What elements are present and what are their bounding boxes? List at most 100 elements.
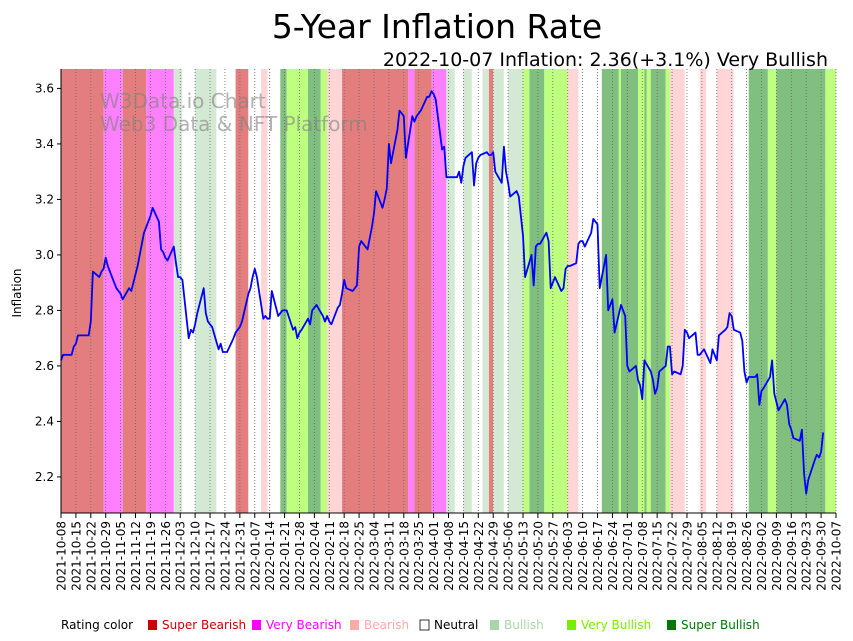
- y-tick-label: 2.2: [35, 470, 54, 484]
- band-bearish: [669, 69, 685, 513]
- legend-swatch: [567, 620, 576, 630]
- x-tick-label: 2022-06-10: [576, 521, 590, 591]
- x-tick-label: 2022-02-25: [353, 521, 367, 591]
- band-neutral: [182, 69, 196, 513]
- band-super-bullish: [776, 69, 826, 513]
- x-tick-label: 2021-12-17: [204, 521, 218, 591]
- watermark-line-2: Web3 Data & NFT Platform: [100, 112, 368, 136]
- legend-text: Very Bullish: [581, 618, 651, 632]
- x-tick-label: 2022-04-08: [442, 521, 456, 591]
- legend-swatch: [252, 620, 261, 630]
- band-very-bearish: [431, 69, 447, 513]
- legend-item-bullish: Bullish: [490, 618, 544, 632]
- x-tick-label: 2022-03-25: [412, 521, 426, 591]
- x-tick-label: 2022-02-04: [308, 521, 322, 591]
- band-very-bullish: [767, 69, 777, 513]
- x-tick-label: 2022-10-07: [830, 521, 844, 591]
- x-tick-label: 2022-02-11: [323, 521, 337, 591]
- chart-subtitle: 2022-10-07 Inflation: 2.36(+3.1%) Very B…: [383, 49, 828, 71]
- legend-item-very-bullish: Very Bullish: [567, 618, 651, 632]
- band-super-bullish: [644, 69, 647, 513]
- band-bullish: [463, 69, 472, 513]
- vertical-gridlines: [60, 69, 837, 513]
- x-tick-label: 2021-11-05: [114, 521, 128, 591]
- band-very-bearish: [408, 69, 415, 513]
- x-tick-label: 2022-05-20: [531, 521, 545, 591]
- band-bullish: [482, 69, 489, 513]
- band-bullish: [446, 69, 455, 513]
- band-super-bullish: [280, 69, 287, 513]
- x-tick-label: 2021-11-19: [144, 521, 158, 591]
- x-tick-label: 2022-06-03: [561, 521, 575, 591]
- y-axis-label: Inflation: [10, 268, 24, 317]
- x-tick-label: 2022-07-01: [621, 521, 635, 591]
- x-axis-ticks: 2021-10-08 2021-10-15 2021-10-22 2021-10-29…: [55, 513, 844, 591]
- band-very-bearish: [103, 69, 123, 513]
- y-tick-label: 2.6: [35, 359, 54, 373]
- x-tick-label: 2022-08-12: [710, 521, 724, 591]
- band-neutral: [733, 69, 749, 513]
- band-neutral: [216, 69, 236, 513]
- band-bullish: [493, 69, 504, 513]
- x-tick-label: 2022-05-13: [517, 521, 531, 591]
- x-tick-label: 2022-06-17: [591, 521, 605, 591]
- y-tick-label: 2.8: [35, 303, 54, 317]
- y-axis-ticks: 2.2 2.4 2.6 2.8 3.0 3.2 3.4 3.6: [35, 81, 61, 484]
- y-tick-label: 3.4: [35, 137, 54, 151]
- x-tick-label: 2022-09-16: [785, 521, 799, 591]
- x-tick-label: 2021-10-22: [84, 521, 98, 591]
- band-bearish: [716, 69, 734, 513]
- y-tick-label: 3.0: [35, 248, 54, 262]
- band-bearish: [699, 69, 707, 513]
- x-tick-label: 2022-01-14: [263, 521, 277, 591]
- x-tick-label: 2022-02-18: [338, 521, 352, 591]
- legend-text: Very Bearish: [266, 618, 342, 632]
- x-tick-label: 2022-07-15: [651, 521, 665, 591]
- series-line-inflation: [60, 90, 825, 495]
- band-very-bullish: [286, 69, 308, 513]
- y-tick-label: 2.4: [35, 414, 54, 428]
- x-tick-label: 2022-08-26: [740, 521, 754, 591]
- legend-swatch: [490, 620, 499, 630]
- x-tick-label: 2022-01-21: [278, 521, 292, 591]
- band-super-bullish: [748, 69, 768, 513]
- x-tick-label: 2022-05-06: [502, 521, 516, 591]
- x-tick-label: 2022-03-04: [367, 521, 381, 591]
- x-tick-label: 2021-11-12: [129, 521, 143, 591]
- band-bearish: [261, 69, 268, 513]
- x-tick-label: 2022-08-05: [695, 521, 709, 591]
- x-tick-label: 2022-05-27: [546, 521, 560, 591]
- band-super-bullish: [620, 69, 638, 513]
- legend-text: Super Bullish: [681, 618, 760, 632]
- legend-item-super-bearish: Super Bearish: [148, 618, 246, 632]
- x-tick-label: 2022-06-24: [606, 521, 620, 591]
- band-super-bullish: [529, 69, 545, 513]
- band-super-bullish: [650, 69, 666, 513]
- x-tick-label: 2021-12-31: [233, 521, 247, 591]
- x-tick-label: 2021-12-10: [189, 521, 203, 591]
- x-tick-label: 2021-10-08: [55, 521, 69, 591]
- band-super-bullish: [601, 69, 619, 513]
- x-tick-label: 2022-07-22: [666, 521, 680, 591]
- band-bearish: [567, 69, 579, 513]
- x-tick-label: 2021-12-24: [218, 521, 232, 591]
- x-tick-label: 2022-04-29: [487, 521, 501, 591]
- band-very-bullish: [665, 69, 670, 513]
- y-tick-label: 3.2: [35, 192, 54, 206]
- band-neutral: [684, 69, 700, 513]
- x-tick-label: 2022-01-28: [293, 521, 307, 591]
- x-tick-label: 2022-08-19: [725, 521, 739, 591]
- band-super-bearish: [235, 69, 249, 513]
- legend-swatch: [667, 620, 676, 630]
- x-tick-label: 2022-03-18: [397, 521, 411, 591]
- band-very-bullish: [320, 69, 328, 513]
- x-tick-label: 2021-10-15: [69, 521, 83, 591]
- legend-item-neutral: Neutral: [419, 618, 478, 632]
- legend-text: Bearish: [364, 618, 409, 632]
- legend-label: Rating color: [61, 618, 133, 632]
- legend-text: Bullish: [504, 618, 544, 632]
- x-tick-label: 2022-09-30: [815, 521, 829, 591]
- x-tick-label: 2022-09-23: [800, 521, 814, 591]
